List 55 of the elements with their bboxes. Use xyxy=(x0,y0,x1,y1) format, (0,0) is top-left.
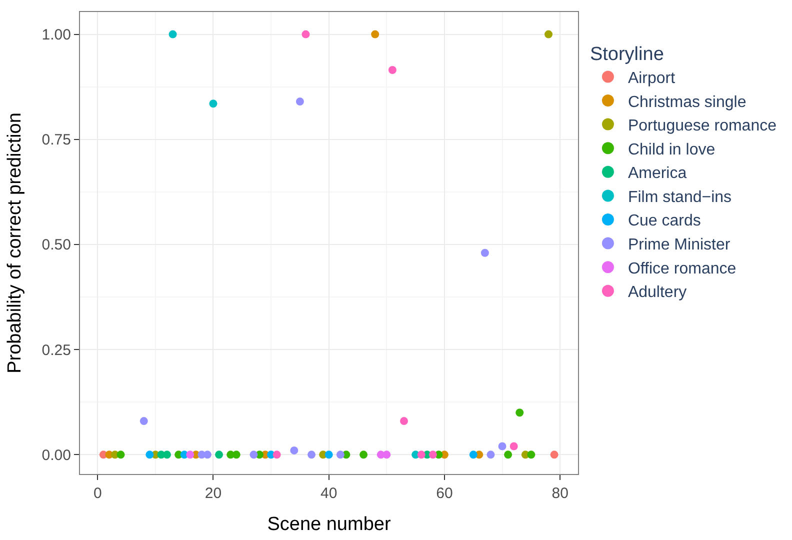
point xyxy=(360,450,368,459)
point xyxy=(272,450,281,459)
x-tick-label: 20 xyxy=(204,485,222,502)
point xyxy=(469,450,478,459)
legend-label: Film stand−ins xyxy=(628,188,732,206)
point xyxy=(480,248,489,257)
legend-label: Adultery xyxy=(628,284,687,302)
x-tick-label: 80 xyxy=(552,485,568,502)
legend-label: Office romance xyxy=(628,260,736,278)
x-axis-title: Scene number xyxy=(267,514,392,535)
legend-label: America xyxy=(628,165,687,182)
point xyxy=(250,450,258,459)
x-tick-label: 0 xyxy=(93,485,102,502)
point xyxy=(302,30,310,38)
y-tick-label: 0.75 xyxy=(42,132,71,149)
legend-label: Prime Minister xyxy=(628,236,731,254)
point xyxy=(486,450,495,459)
point xyxy=(116,450,125,459)
point xyxy=(290,446,298,454)
point xyxy=(296,98,304,106)
legend-label: Airport xyxy=(628,70,676,87)
point xyxy=(527,450,536,459)
point xyxy=(324,450,333,459)
point xyxy=(371,30,380,38)
point xyxy=(516,408,524,417)
point xyxy=(186,450,194,459)
point xyxy=(510,442,518,450)
point xyxy=(163,450,171,459)
point xyxy=(140,417,148,426)
y-tick-label: 0.50 xyxy=(42,236,71,254)
point xyxy=(417,450,426,459)
point xyxy=(215,450,224,459)
point xyxy=(544,30,553,38)
x-tick-label: 40 xyxy=(320,485,338,502)
point xyxy=(428,450,437,459)
point xyxy=(336,450,344,459)
y-tick-label: 0.25 xyxy=(42,342,71,359)
legend-label: Child in love xyxy=(628,141,716,158)
x-tick-label: 60 xyxy=(436,485,453,502)
y-tick-label: 0.00 xyxy=(42,446,71,464)
point xyxy=(209,100,218,108)
point xyxy=(382,450,391,459)
point xyxy=(400,417,408,426)
legend-label: Christmas single xyxy=(628,94,746,111)
legend-label: Portuguese romance xyxy=(628,118,777,135)
point xyxy=(498,442,506,450)
point xyxy=(550,450,558,459)
point xyxy=(146,450,154,459)
y-axis-title: Probability of correct prediction xyxy=(4,112,26,374)
point xyxy=(388,66,396,74)
point xyxy=(504,450,512,459)
point xyxy=(308,450,316,459)
y-tick-label: 1.00 xyxy=(42,26,71,44)
legend-title: Storyline xyxy=(590,44,664,65)
point xyxy=(168,30,177,38)
